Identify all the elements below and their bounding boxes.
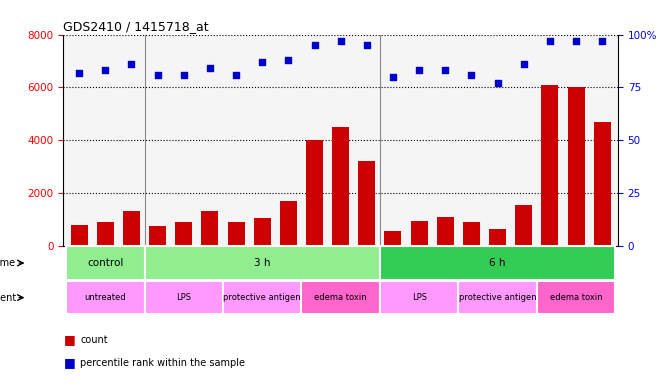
Point bbox=[440, 68, 451, 74]
Point bbox=[257, 59, 268, 65]
Text: 3 h: 3 h bbox=[254, 258, 271, 268]
Bar bbox=[123, 212, 140, 246]
Bar bbox=[568, 88, 584, 246]
Text: LPS: LPS bbox=[176, 293, 191, 302]
Text: protective antigen: protective antigen bbox=[459, 293, 536, 302]
Bar bbox=[228, 222, 244, 246]
Text: protective antigen: protective antigen bbox=[223, 293, 301, 302]
Bar bbox=[358, 161, 375, 246]
Bar bbox=[515, 205, 532, 246]
Bar bbox=[280, 201, 297, 246]
Text: edema toxin: edema toxin bbox=[315, 293, 367, 302]
Bar bbox=[380, 281, 458, 314]
Point bbox=[152, 72, 163, 78]
Bar bbox=[537, 281, 615, 314]
Bar bbox=[66, 247, 144, 280]
Point bbox=[570, 38, 581, 44]
Bar bbox=[594, 122, 611, 246]
Point bbox=[544, 38, 555, 44]
Point bbox=[492, 80, 503, 86]
Point bbox=[466, 72, 477, 78]
Bar bbox=[97, 222, 114, 246]
Point bbox=[597, 38, 608, 44]
Point bbox=[204, 65, 215, 71]
Point bbox=[100, 68, 111, 74]
Point bbox=[283, 57, 294, 63]
Bar bbox=[385, 231, 401, 246]
Text: GDS2410 / 1415718_at: GDS2410 / 1415718_at bbox=[63, 20, 209, 33]
Bar bbox=[301, 281, 380, 314]
Text: ■: ■ bbox=[63, 333, 75, 346]
Bar bbox=[202, 212, 218, 246]
Bar bbox=[332, 127, 349, 246]
Text: agent: agent bbox=[0, 293, 16, 303]
Bar bbox=[541, 85, 558, 246]
Bar bbox=[380, 247, 615, 280]
Point bbox=[518, 61, 529, 67]
Bar bbox=[306, 140, 323, 246]
Point bbox=[387, 74, 398, 80]
Bar bbox=[437, 217, 454, 246]
Point bbox=[126, 61, 137, 67]
Point bbox=[73, 70, 84, 76]
Bar bbox=[71, 225, 88, 246]
Point bbox=[178, 72, 189, 78]
Text: LPS: LPS bbox=[411, 293, 427, 302]
Point bbox=[335, 38, 346, 44]
Bar bbox=[411, 221, 428, 246]
Text: untreated: untreated bbox=[84, 293, 126, 302]
Text: time: time bbox=[0, 258, 16, 268]
Bar bbox=[223, 281, 301, 314]
Point bbox=[361, 42, 372, 48]
Bar bbox=[175, 222, 192, 246]
Text: 6 h: 6 h bbox=[490, 258, 506, 268]
Bar bbox=[458, 281, 537, 314]
Text: percentile rank within the sample: percentile rank within the sample bbox=[80, 358, 245, 368]
Text: control: control bbox=[87, 258, 124, 268]
Bar bbox=[489, 228, 506, 246]
Bar bbox=[66, 281, 144, 314]
Text: count: count bbox=[80, 335, 108, 345]
Text: edema toxin: edema toxin bbox=[550, 293, 603, 302]
Point bbox=[230, 72, 241, 78]
Point bbox=[413, 68, 424, 74]
Bar bbox=[254, 218, 271, 246]
Bar bbox=[463, 222, 480, 246]
Bar bbox=[144, 247, 380, 280]
Text: ■: ■ bbox=[63, 356, 75, 369]
Point bbox=[309, 42, 320, 48]
Bar bbox=[149, 226, 166, 246]
Bar bbox=[144, 281, 223, 314]
